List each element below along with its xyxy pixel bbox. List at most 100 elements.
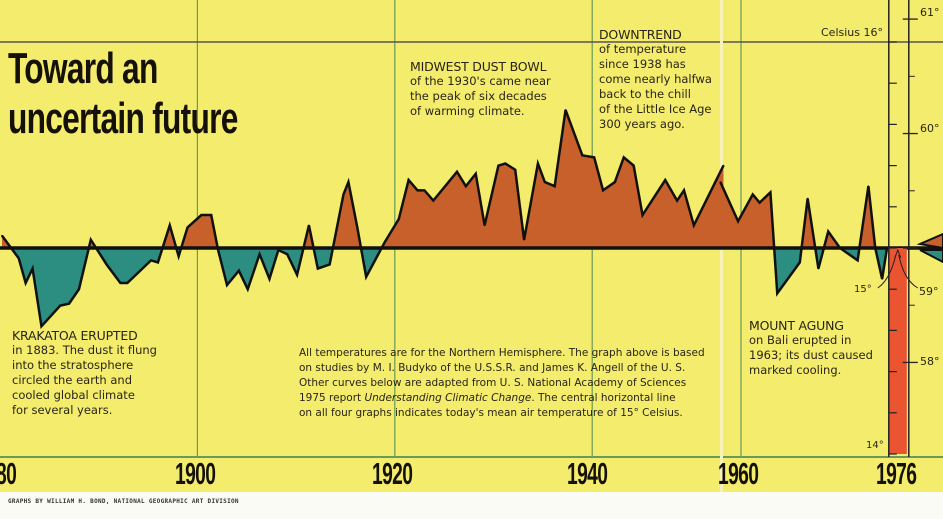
data-point — [246, 288, 249, 291]
data-point — [186, 226, 189, 229]
page-title: Toward an uncertain future — [8, 44, 238, 144]
data-point — [474, 173, 477, 175]
data-point — [150, 259, 152, 262]
warm-area — [1, 109, 724, 248]
data-point — [827, 230, 830, 233]
annotation-line: cooled global climate — [12, 388, 135, 402]
data-point — [664, 179, 667, 181]
data-point — [40, 325, 43, 328]
data-point — [347, 181, 350, 183]
art-credit: GRAPHS BY WILLIAM H. BOND, NATIONAL GEOG… — [8, 498, 239, 505]
next-panel-warm — [916, 232, 943, 250]
data-point — [523, 238, 525, 241]
data-point — [342, 193, 345, 196]
data-point — [719, 181, 722, 183]
temperature-scale — [877, 0, 943, 457]
data-point — [200, 214, 203, 216]
data-point — [676, 199, 678, 202]
annotation-line: 1963; its dust caused — [749, 348, 873, 362]
annotation-line: marked cooling. — [749, 363, 842, 377]
data-point — [737, 220, 739, 223]
data-point — [177, 255, 180, 258]
note-line: on all four graphs indicates today's mea… — [299, 407, 683, 419]
celsius-label-16: Celsius 16° — [821, 26, 883, 39]
data-point — [641, 214, 644, 216]
data-point — [867, 185, 870, 187]
data-point — [693, 224, 695, 227]
arrow-icon — [894, 248, 902, 259]
annotation-line: on Bali erupted in — [749, 333, 852, 347]
data-point — [365, 276, 367, 278]
data-point — [356, 226, 359, 229]
data-point — [432, 199, 435, 202]
data-point — [105, 263, 108, 266]
annotation-heading: MIDWEST DUST BOWL — [410, 59, 547, 74]
data-point — [722, 164, 725, 167]
data-point — [806, 197, 809, 200]
data-point — [614, 181, 616, 183]
series-lines — [0, 109, 889, 330]
annotation-line: for several years. — [12, 403, 113, 417]
fahrenheit-label-61: 61° — [920, 6, 940, 19]
data-point — [497, 164, 500, 167]
x-tick-label: 1920 — [372, 456, 413, 491]
annotation-line: of the Little Ice Age — [599, 102, 712, 116]
data-point — [296, 273, 298, 276]
data-point — [817, 267, 820, 270]
data-point — [168, 224, 171, 227]
data-point — [553, 185, 556, 187]
annotation-heading: MOUNT AGUNG — [749, 318, 844, 333]
note-line: on studies by M. I. Budyko of the U.S.S.… — [299, 362, 686, 374]
data-point — [157, 261, 159, 264]
note-text: . The central horizontal line — [531, 392, 676, 404]
data-point — [514, 168, 517, 171]
annotation-line: into the stratosphere — [12, 358, 134, 372]
data-point — [31, 267, 34, 270]
title-line-1: Toward an — [8, 44, 158, 93]
note-line: All temperatures are for the Northern He… — [299, 347, 705, 359]
annotation-line: come nearly halfwa — [599, 72, 712, 86]
warm-area — [720, 182, 888, 248]
data-point — [465, 185, 467, 187]
annotation-downtrend: DOWNTREND of temperature since 1938 has … — [599, 27, 720, 132]
data-point — [504, 162, 507, 165]
data-point — [881, 278, 883, 280]
annotation-line: back to the chill — [599, 87, 691, 101]
current-year-bar — [888, 248, 907, 454]
annotation-dust-bowl: MIDWEST DUST BOWL of the 1930's came nea… — [410, 59, 551, 119]
data-point — [126, 282, 129, 284]
fahrenheit-label-59: 59° — [919, 285, 939, 298]
annotation-line: of the 1930's came near — [410, 74, 551, 88]
data-point — [210, 214, 213, 216]
annotation-heading: KRAKATOA ERUPTED — [12, 328, 138, 343]
x-tick-label: 1900 — [175, 456, 216, 491]
data-point — [886, 247, 888, 249]
report-title: Understanding Climatic Change — [364, 392, 532, 404]
data-point — [384, 241, 386, 243]
data-point — [238, 269, 240, 272]
x-tick-label: 1976 — [876, 456, 917, 491]
data-point — [286, 253, 289, 255]
annotation-line: in 1883. The dust it flung — [12, 343, 157, 357]
x-tick-label: 1960 — [718, 456, 759, 491]
annotation-line: the peak of six decades — [410, 89, 547, 103]
area-fills — [1, 109, 888, 327]
leader-line-59f — [898, 254, 919, 289]
data-point — [632, 164, 635, 167]
data-point — [328, 263, 331, 266]
data-point — [758, 201, 761, 204]
data-point — [622, 156, 625, 159]
annotation-line: of temperature — [599, 42, 687, 56]
data-point — [874, 247, 877, 249]
data-point — [407, 179, 410, 181]
data-point — [799, 261, 801, 264]
data-point — [317, 267, 319, 270]
data-point — [24, 282, 27, 284]
data-point — [78, 288, 80, 291]
data-point — [397, 218, 400, 220]
data-point — [581, 154, 584, 157]
source-note: All temperatures are for the Northern He… — [299, 346, 705, 421]
annotation-mount-agung: MOUNT AGUNG on Bali erupted in 1963; its… — [749, 318, 873, 378]
fahrenheit-label-60: 60° — [920, 122, 940, 135]
data-point — [308, 224, 310, 227]
